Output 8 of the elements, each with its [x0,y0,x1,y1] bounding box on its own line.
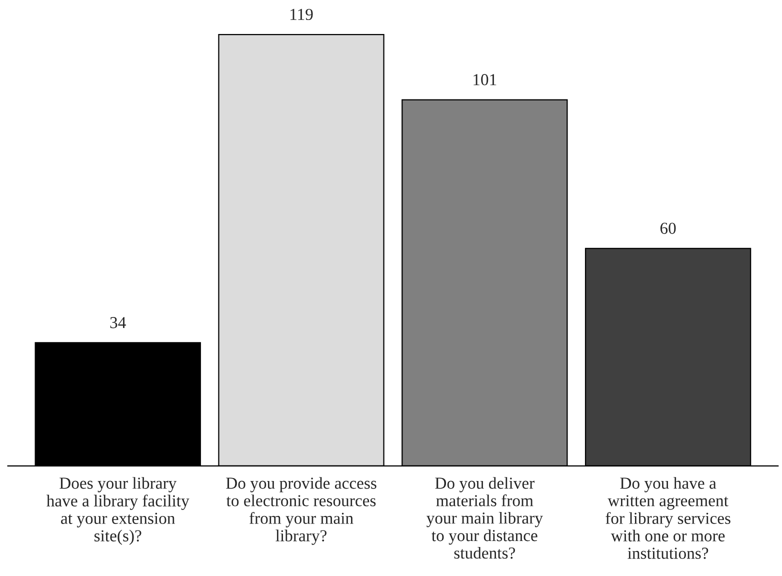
data-label: 101 [474,74,496,86]
data-label: 60 [660,222,676,234]
data-label: 119 [290,8,313,20]
x-tick-label: Do you deliver materials from your main library to your distance students? [426,477,543,559]
x-tick-label: Does your library have a library facility at your extension site(s)? [46,477,190,545]
data-label: 34 [110,317,126,328]
x-tick-label: Do you have a written agreement for library services with one or more institutions? [606,477,730,559]
x-tick-label: Do you provide access to electronic resources from your main library? [226,477,376,545]
